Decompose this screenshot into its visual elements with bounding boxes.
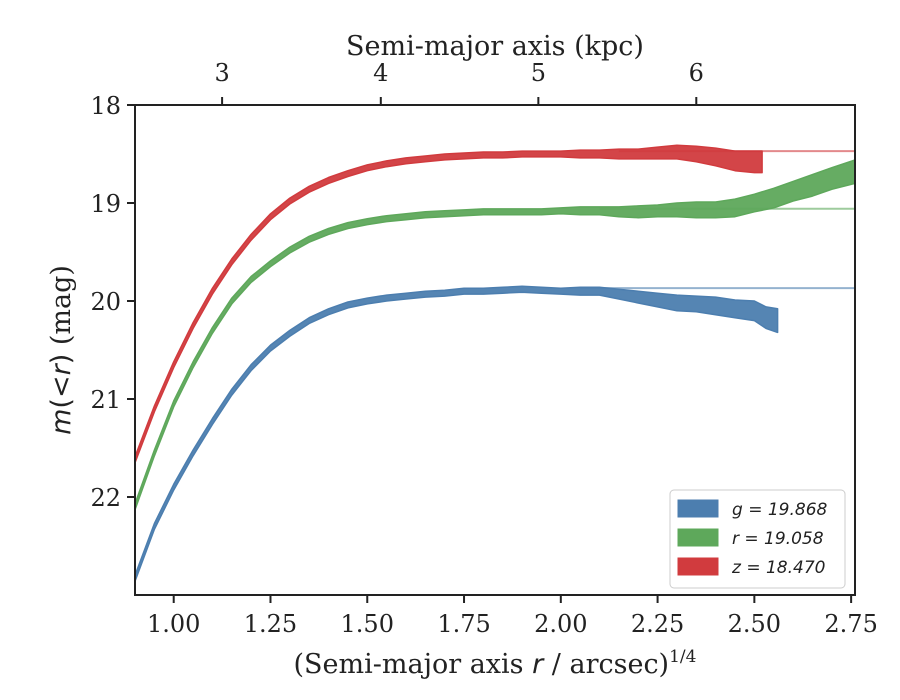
series-band-z: [134, 144, 763, 464]
plot-frame: [134, 104, 856, 596]
legend-swatch-g: [677, 499, 719, 518]
x-tick-label: 1.50: [341, 610, 394, 638]
top-tick-label: 3: [214, 59, 229, 87]
legend-label-r: r = 19.058: [732, 529, 824, 549]
x-tick-label: 2.75: [824, 610, 877, 638]
y-axis-title: m(<r) (mag): [46, 265, 77, 435]
asymptote-lines: [580, 150, 855, 290]
series-band-g: [134, 285, 779, 583]
y-tick-label: 18: [90, 92, 121, 120]
top-axis: 3 4 5 6: [214, 59, 704, 105]
left-axis: 18 19 20 21 22: [90, 92, 135, 512]
legend-swatch-z: [677, 557, 719, 576]
y-tick-label: 20: [90, 288, 121, 316]
legend-swatch-r: [677, 528, 719, 547]
legend-label-g: g = 19.868: [732, 500, 828, 520]
x-axis-title-bottom: (Semi-major axis r / arcsec)1/4: [294, 647, 697, 680]
x-tick-label: 2.00: [534, 610, 587, 638]
x-tick-label: 2.25: [631, 610, 684, 638]
x-tick-label: 1.25: [244, 610, 297, 638]
top-tick-label: 5: [531, 59, 546, 87]
y-tick-label: 22: [90, 484, 121, 512]
legend-label-z: z = 18.470: [731, 558, 825, 578]
x-tick-label: 2.50: [728, 610, 781, 638]
series-band-r: [134, 159, 856, 511]
bottom-axis: 1.00 1.25 1.50 1.75 2.00 2.25 2.50 2.75: [147, 595, 878, 638]
y-tick-label: 19: [90, 190, 121, 218]
y-tick-label: 21: [90, 386, 121, 414]
legend: g = 19.868 r = 19.058 z = 18.470: [669, 489, 846, 589]
x-tick-label: 1.75: [437, 610, 490, 638]
top-tick-label: 4: [373, 59, 388, 87]
top-tick-label: 6: [689, 59, 704, 87]
x-tick-label: 1.00: [147, 610, 200, 638]
x-axis-title-top: Semi-major axis (kpc): [346, 31, 644, 62]
